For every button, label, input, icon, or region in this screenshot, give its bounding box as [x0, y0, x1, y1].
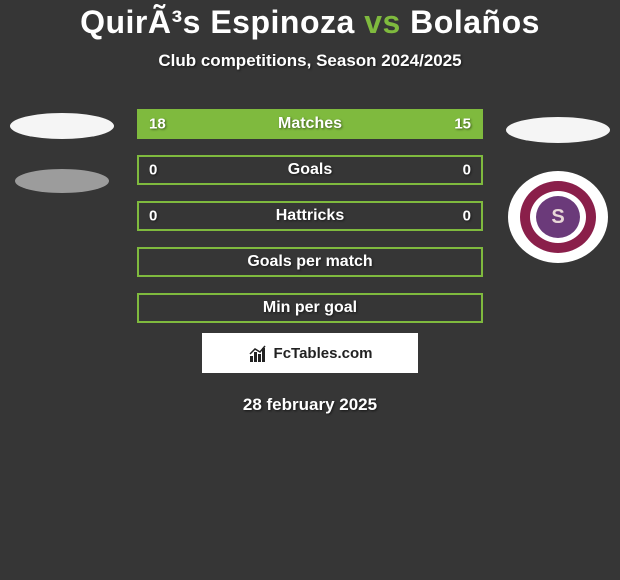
right-column: S	[503, 109, 613, 263]
stat-bar: Min per goal	[137, 293, 483, 323]
brand-box: FcTables.com	[202, 333, 418, 373]
date-text: 28 february 2025	[0, 395, 620, 415]
chart-icon	[248, 344, 270, 362]
club-badge-ring: S	[519, 180, 597, 254]
stat-right-value: 0	[463, 162, 471, 179]
stat-label: Goals per match	[247, 253, 372, 271]
player1-name: QuirÃ³s Espinoza	[80, 4, 355, 40]
left-column	[7, 109, 117, 193]
stat-label: Goals	[288, 161, 332, 179]
stat-label: Min per goal	[263, 299, 357, 317]
stat-left-value: 18	[149, 116, 166, 133]
stat-left-value: 0	[149, 208, 157, 225]
content-row: 18 Matches 15 0 Goals 0 0 Hattricks 0 Goals per m…	[0, 109, 620, 323]
vs-text: vs	[364, 4, 401, 40]
comparison-card: QuirÃ³s Espinoza vs Bolaños Club competi…	[0, 0, 620, 415]
stat-bar: 0 Hattricks 0	[137, 201, 483, 231]
player2-name: Bolaños	[410, 4, 540, 40]
player1-avatar-placeholder	[10, 113, 114, 139]
stat-label: Matches	[278, 115, 342, 133]
club-badge-ring-outer	[520, 181, 596, 253]
stat-left-value: 0	[149, 162, 157, 179]
stats-column: 18 Matches 15 0 Goals 0 0 Hattricks 0 Goals per m…	[137, 109, 483, 323]
stat-bar: 0 Goals 0	[137, 155, 483, 185]
stat-right-value: 15	[454, 116, 471, 133]
subtitle: Club competitions, Season 2024/2025	[0, 51, 620, 71]
brand-text: FcTables.com	[274, 345, 373, 362]
player1-club-placeholder	[15, 169, 109, 193]
stat-right-value: 0	[463, 208, 471, 225]
page-title: QuirÃ³s Espinoza vs Bolaños	[0, 4, 620, 41]
stat-label: Hattricks	[276, 207, 344, 225]
stat-bar: Goals per match	[137, 247, 483, 277]
player2-club-badge: S	[508, 171, 608, 263]
stat-bar: 18 Matches 15	[137, 109, 483, 139]
player2-avatar-placeholder	[506, 117, 610, 143]
